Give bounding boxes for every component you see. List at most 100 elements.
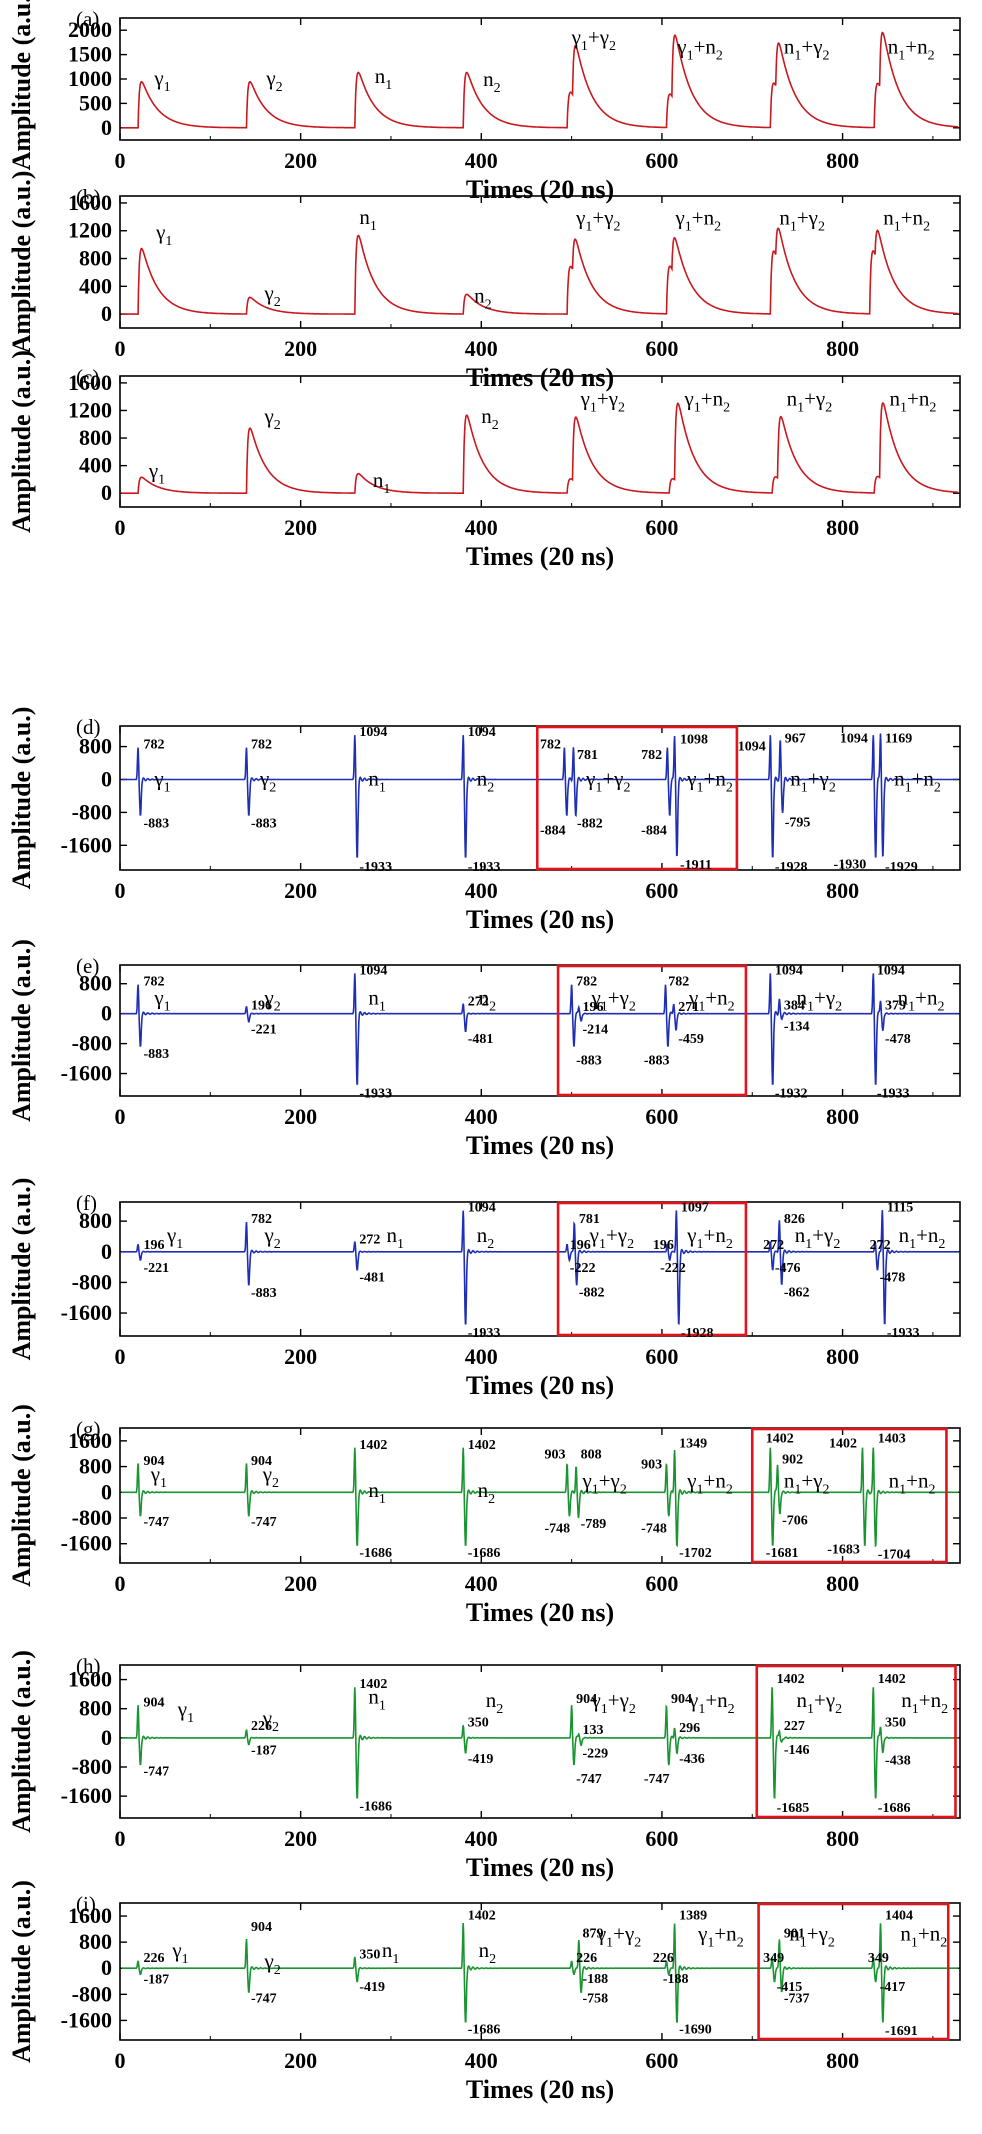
- x-tick-label: 800: [826, 878, 859, 903]
- plot-frame: [119, 375, 961, 508]
- peak-value-label: 781: [577, 748, 598, 763]
- pulse-label-main: n: [901, 1688, 912, 1712]
- pulse-label-main: n: [888, 35, 899, 59]
- pulse-label-sub: 2: [634, 1936, 641, 1951]
- pulse-label: γ1: [166, 1223, 183, 1252]
- plot-frame: [119, 964, 961, 1097]
- y-axis-label: Amplitude (a.u.): [7, 350, 36, 533]
- y-tick-label: 1600: [68, 1903, 112, 1928]
- pulse-label: n1+n2: [890, 387, 937, 416]
- peak-value-label: -1933: [877, 1086, 910, 1101]
- peak-value-label: 1403: [878, 1432, 906, 1447]
- pulse-label: n1+n2: [901, 1688, 948, 1717]
- peak-value-label: -188: [582, 1972, 608, 1987]
- pulse-label: γ1+γ2: [575, 205, 620, 234]
- x-tick-label: 200: [284, 1104, 317, 1129]
- pulse-label: γ1+γ2: [589, 1223, 634, 1252]
- peak-value-label: 1402: [878, 1672, 906, 1687]
- pulse-label-main: n: [797, 1688, 808, 1712]
- pulse-label-main: γ: [674, 205, 684, 229]
- peak-value-label: 226: [653, 1951, 674, 1966]
- pulse-label-main: n: [787, 387, 798, 411]
- highlight-box: [556, 964, 748, 1097]
- pulse-label-main: +γ: [613, 1922, 634, 1946]
- signal-trace: [121, 402, 959, 494]
- panel-letter: (g): [76, 1417, 101, 1441]
- y-tick-label: 800: [79, 1696, 112, 1721]
- pulse-label-sub: 2: [726, 1482, 733, 1497]
- peak-value-label: 879: [582, 1926, 603, 1941]
- x-tick-label: 600: [645, 1571, 678, 1596]
- y-tick-label: 2000: [68, 17, 112, 42]
- pulse-label-sub: 1: [379, 781, 386, 796]
- pulse-label: n1+γ2: [784, 1468, 830, 1497]
- pulse-label-main: n: [797, 985, 808, 1009]
- panel-letter: (h): [76, 1654, 101, 1678]
- pulse-label-main: γ: [686, 1468, 696, 1492]
- panel-letter: (e): [76, 954, 99, 978]
- peak-value-label: -146: [784, 1743, 810, 1758]
- x-tick-label: 0: [115, 1571, 126, 1596]
- pulse-label-sub: 1: [911, 1936, 918, 1951]
- peak-value-label: -882: [579, 1286, 605, 1301]
- highlight-box: [535, 725, 739, 871]
- pulse-label: n1+γ2: [795, 1223, 841, 1252]
- pulse-label-sub: 2: [274, 1237, 281, 1252]
- peak-value-label: 1094: [359, 725, 387, 740]
- peak-value-label: -747: [143, 1515, 169, 1530]
- y-tick-label: 1600: [68, 190, 112, 215]
- peak-value-label: 1169: [885, 732, 912, 747]
- panel-letter: (i): [76, 1892, 96, 1916]
- pulse-label-sub: 2: [485, 297, 492, 312]
- pulse-label-main: +n: [919, 1688, 942, 1712]
- pulse-label-sub: 2: [272, 1476, 279, 1491]
- panel-letter: (d): [76, 715, 101, 739]
- y-tick-label: -800: [72, 1754, 112, 1779]
- peak-value-label: -1933: [468, 1326, 501, 1341]
- signal-trace: [121, 1687, 959, 1799]
- pulse-label-sub: 2: [487, 1237, 494, 1252]
- y-tick-label: 1200: [68, 397, 112, 422]
- pulse-label-sub: 1: [698, 999, 705, 1014]
- pulse-label: γ1: [153, 66, 170, 95]
- peak-value-label: -1930: [834, 857, 867, 872]
- pulse-label-sub: 1: [908, 999, 915, 1014]
- pulse-label-main: γ: [575, 205, 585, 229]
- peak-value-label: -481: [359, 1271, 385, 1286]
- pulse-label-sub: 2: [828, 1936, 835, 1951]
- pulse-label-sub: 1: [158, 472, 165, 487]
- pulse-label-main: γ: [166, 1223, 176, 1247]
- pulse-label-sub: 2: [274, 418, 281, 433]
- pulse-label-sub: 1: [687, 49, 694, 64]
- panel-letter: (f): [76, 1191, 97, 1215]
- pulse-label-sub: 2: [822, 49, 829, 64]
- pulse-label-sub: 1: [698, 1702, 705, 1717]
- y-tick-label: 500: [79, 90, 112, 115]
- peak-value-label: 903: [641, 1457, 662, 1472]
- x-tick-label: 800: [826, 1344, 859, 1369]
- peak-value-label: 384: [784, 998, 805, 1013]
- pulse-label: n2: [478, 1478, 496, 1507]
- pulse-label-main: n: [479, 1938, 490, 1962]
- pulse-label-sub: 1: [894, 219, 901, 234]
- peak-value-label: 904: [251, 1454, 272, 1469]
- highlight-box: [755, 1664, 957, 1819]
- peak-value-label: -214: [582, 1023, 608, 1038]
- pulse-label-sub: 1: [581, 39, 588, 54]
- peak-value-label: 133: [582, 1723, 603, 1738]
- peak-value-label: 902: [782, 1453, 803, 1468]
- peak-value-label: -436: [679, 1752, 705, 1767]
- peak-value-label: -1686: [359, 1546, 392, 1561]
- peak-value-label: 271: [678, 1000, 699, 1015]
- peak-value-label: 782: [668, 975, 689, 990]
- peak-value-label: 904: [143, 1454, 164, 1469]
- peak-value-label: -758: [582, 1992, 608, 2007]
- peak-value-label: -1691: [885, 2024, 918, 2039]
- pulse-label-main: γ: [676, 35, 686, 59]
- pulse-label-sub: 1: [807, 999, 814, 1014]
- pulse-label-main: +n: [905, 35, 928, 59]
- peak-value-label: 904: [671, 1692, 692, 1707]
- pulse-label-main: n: [790, 767, 801, 791]
- x-tick-label: 800: [826, 336, 859, 361]
